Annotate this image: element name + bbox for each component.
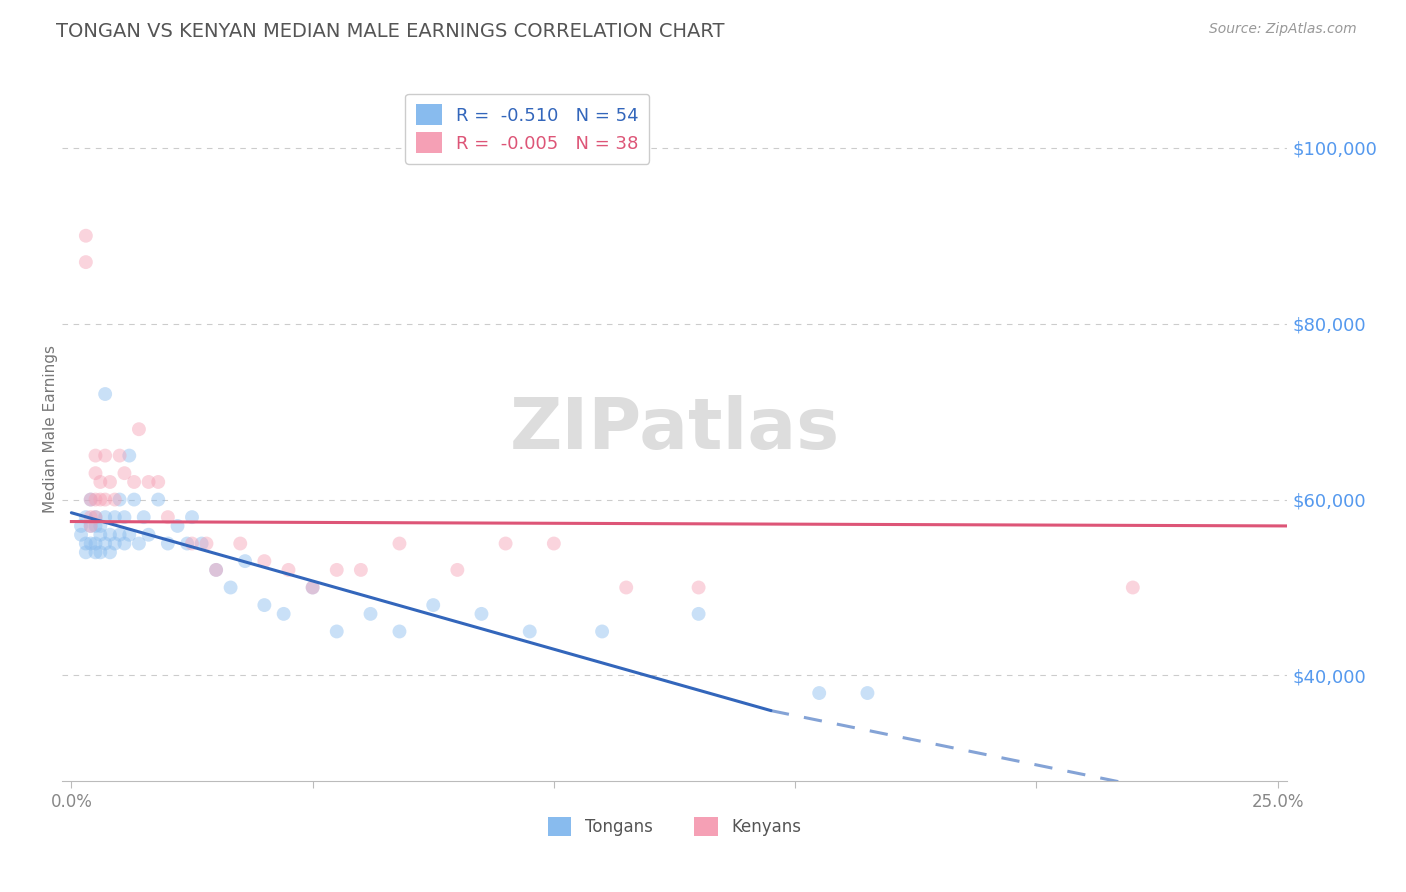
Point — [128, 422, 150, 436]
Point — [108, 449, 131, 463]
Point — [138, 527, 160, 541]
Point — [114, 536, 136, 550]
Point — [360, 607, 382, 621]
Point — [148, 475, 170, 489]
Point — [94, 510, 117, 524]
Point — [181, 536, 204, 550]
Point — [108, 492, 131, 507]
Point — [148, 492, 170, 507]
Point — [181, 510, 204, 524]
Point — [326, 624, 349, 639]
Point — [75, 510, 97, 524]
Point — [104, 492, 127, 507]
Point — [79, 519, 101, 533]
Y-axis label: Median Male Earnings: Median Male Earnings — [44, 345, 58, 513]
Point — [591, 624, 613, 639]
Point — [166, 519, 188, 533]
Point — [89, 527, 111, 541]
Point — [84, 510, 107, 524]
Point — [84, 492, 107, 507]
Point — [388, 624, 411, 639]
Point — [79, 492, 101, 507]
Text: ZIPatlas: ZIPatlas — [509, 394, 839, 464]
Point — [219, 581, 242, 595]
Point — [128, 536, 150, 550]
Point — [205, 563, 228, 577]
Point — [446, 563, 468, 577]
Point — [79, 536, 101, 550]
Point — [1122, 581, 1144, 595]
Point — [114, 466, 136, 480]
Point — [470, 607, 492, 621]
Point — [808, 686, 831, 700]
Point — [98, 545, 121, 559]
Point — [75, 536, 97, 550]
Point — [108, 527, 131, 541]
Point — [84, 449, 107, 463]
Point — [614, 581, 637, 595]
Point — [277, 563, 299, 577]
Point — [94, 387, 117, 401]
Point — [94, 492, 117, 507]
Point — [253, 554, 276, 568]
Point — [688, 581, 710, 595]
Point — [79, 510, 101, 524]
Point — [273, 607, 295, 621]
Point — [114, 510, 136, 524]
Point — [301, 581, 323, 595]
Point — [98, 527, 121, 541]
Point — [75, 228, 97, 243]
Point — [205, 563, 228, 577]
Point — [495, 536, 517, 550]
Point — [75, 255, 97, 269]
Point — [89, 492, 111, 507]
Point — [229, 536, 252, 550]
Point — [94, 536, 117, 550]
Point — [104, 510, 127, 524]
Point — [301, 581, 323, 595]
Point — [422, 598, 444, 612]
Point — [388, 536, 411, 550]
Point — [84, 545, 107, 559]
Point — [84, 536, 107, 550]
Point — [156, 510, 179, 524]
Point — [89, 519, 111, 533]
Point — [519, 624, 541, 639]
Point — [89, 545, 111, 559]
Point — [138, 475, 160, 489]
Point — [104, 536, 127, 550]
Point — [350, 563, 373, 577]
Point — [190, 536, 212, 550]
Point — [122, 475, 145, 489]
Point — [326, 563, 349, 577]
Point — [89, 475, 111, 489]
Point — [79, 492, 101, 507]
Point — [84, 466, 107, 480]
Legend: Tongans, Kenyans: Tongans, Kenyans — [541, 811, 807, 843]
Point — [94, 449, 117, 463]
Text: Source: ZipAtlas.com: Source: ZipAtlas.com — [1209, 22, 1357, 37]
Point — [543, 536, 565, 550]
Point — [122, 492, 145, 507]
Point — [195, 536, 218, 550]
Point — [176, 536, 198, 550]
Point — [253, 598, 276, 612]
Point — [84, 510, 107, 524]
Point — [70, 519, 93, 533]
Point — [132, 510, 155, 524]
Point — [79, 519, 101, 533]
Point — [98, 475, 121, 489]
Point — [688, 607, 710, 621]
Point — [156, 536, 179, 550]
Point — [856, 686, 879, 700]
Point — [84, 519, 107, 533]
Point — [75, 545, 97, 559]
Point — [118, 527, 141, 541]
Point — [70, 527, 93, 541]
Text: TONGAN VS KENYAN MEDIAN MALE EARNINGS CORRELATION CHART: TONGAN VS KENYAN MEDIAN MALE EARNINGS CO… — [56, 22, 724, 41]
Point — [233, 554, 256, 568]
Point — [118, 449, 141, 463]
